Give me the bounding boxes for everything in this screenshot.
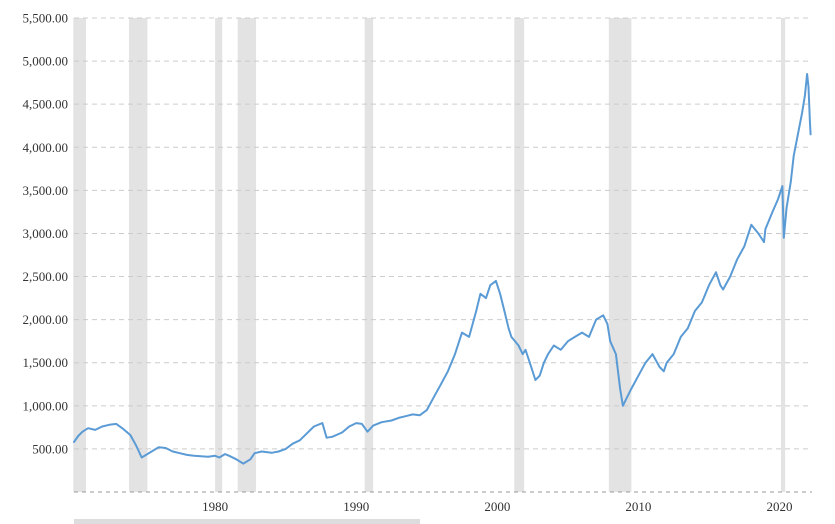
recession-band: [129, 18, 148, 492]
recession-band: [608, 18, 632, 492]
x-tick-label: 2020: [767, 499, 793, 514]
recession-band: [73, 18, 86, 492]
x-tick-label: 2010: [625, 499, 651, 514]
y-tick-label: 4,000.00: [23, 140, 69, 155]
y-tick-label: 1,000.00: [23, 398, 69, 413]
y-tick-label: 5,000.00: [23, 54, 69, 69]
scrollbar-track[interactable]: [74, 519, 420, 524]
recession-band: [237, 18, 257, 492]
y-tick-label: 4,500.00: [23, 97, 69, 112]
recession-band: [215, 18, 223, 492]
y-tick-label: 5,500.00: [23, 11, 69, 26]
y-tick-label: 500.00: [32, 441, 68, 456]
y-tick-label: 2,000.00: [23, 312, 69, 327]
y-tick-label: 1,500.00: [23, 355, 69, 370]
y-tick-label: 3,000.00: [23, 226, 69, 241]
x-tick-label: 1980: [202, 499, 228, 514]
y-tick-label: 2,500.00: [23, 269, 69, 284]
y-axis-tick-labels: 500.00 1,000.00 1,500.00 2,000.00 2,500.00 3,…: [23, 11, 69, 457]
recession-band: [780, 18, 786, 492]
x-tick-label: 2000: [484, 499, 510, 514]
gridlines: [74, 17, 812, 450]
recession-shading-layer: [73, 18, 786, 492]
x-tick-label: 1990: [343, 499, 369, 514]
index-series-line[interactable]: [73, 73, 812, 465]
x-axis-tick-labels: 1980 1990 2000 2010 2020: [202, 499, 792, 514]
y-tick-label: 3,500.00: [23, 183, 69, 198]
recession-band: [364, 18, 374, 492]
recession-band: [514, 18, 525, 492]
